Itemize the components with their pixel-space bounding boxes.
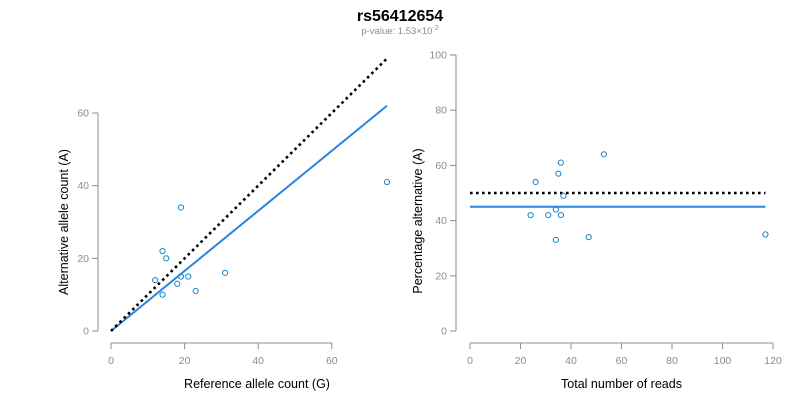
right-data-point [532,178,539,186]
right-y-tick-label: 20 [435,270,447,282]
left-y-tick-label: 0 [83,326,89,338]
left-data-point [383,178,391,186]
right-data-point [555,170,562,177]
left-x-tick-label: 0 [108,355,114,367]
right-data-point [557,159,565,166]
right-y-tick-label: 0 [441,326,447,338]
left-data-point [192,287,199,295]
left-y-tick-label: 40 [77,180,89,192]
left-data-point [177,273,185,280]
right-x-tick-label: 80 [666,355,678,367]
p-value-subtitle: p-value: 1.53×10-2 [361,25,438,37]
right-x-tick-label: 0 [467,355,473,367]
right-data-point [557,211,565,219]
left-data-point [177,204,185,211]
left-y-tick-label: 60 [77,108,89,120]
right-data-point [600,151,607,158]
right-y-tick-label: 40 [435,215,447,227]
left-x-tick-label: 60 [326,355,338,367]
left-data-point [221,269,229,276]
right-x-axis-title: Total number of reads [561,377,682,391]
left-data-point [163,255,170,262]
right-data-point [552,236,559,244]
right-x-tick-label: 100 [714,355,732,367]
left-data-point [174,280,181,287]
left-data-point [152,277,159,284]
right-y-tick-label: 100 [429,50,447,62]
left-scatter-plot: 0 20 40 60 0 20 40 60 Reference allele count (G)… [57,57,391,391]
p-value-text: p-value: 1.53×10 [361,26,432,37]
right-y-tick-label: 60 [435,160,447,172]
right-data-point [560,192,567,199]
right-data-point [585,234,592,241]
right-x-tick-label: 20 [515,355,527,367]
left-x-axis-title: Reference allele count (G) [184,377,330,391]
left-data-point [185,273,192,280]
left-fit-line [110,104,388,332]
right-x-tick-label: 60 [616,355,628,367]
right-x-tick-label: 120 [764,355,782,367]
left-y-axis-title: Alternative allele count (A) [57,149,71,295]
left-data-point [159,291,166,298]
right-data-point [552,206,559,213]
right-data-point [545,211,552,219]
right-data-point [527,211,534,219]
chart-title: rs56412654 [357,8,443,25]
right-scatter-plot: 0 20 40 60 80 100 0 20 40 60 80 100 120 Total number … [411,50,782,392]
left-x-tick-label: 20 [179,355,191,367]
left-x-tick-label: 40 [252,355,264,367]
left-data-point [159,247,166,255]
right-y-axis-title: Percentage alternative (A) [411,148,425,293]
left-y-tick-label: 20 [77,253,89,265]
right-x-tick-label: 40 [565,355,577,367]
p-value-exponent: -2 [432,25,438,32]
right-data-point [762,231,769,238]
left-null-line [110,57,388,332]
right-y-tick-label: 80 [435,105,447,117]
